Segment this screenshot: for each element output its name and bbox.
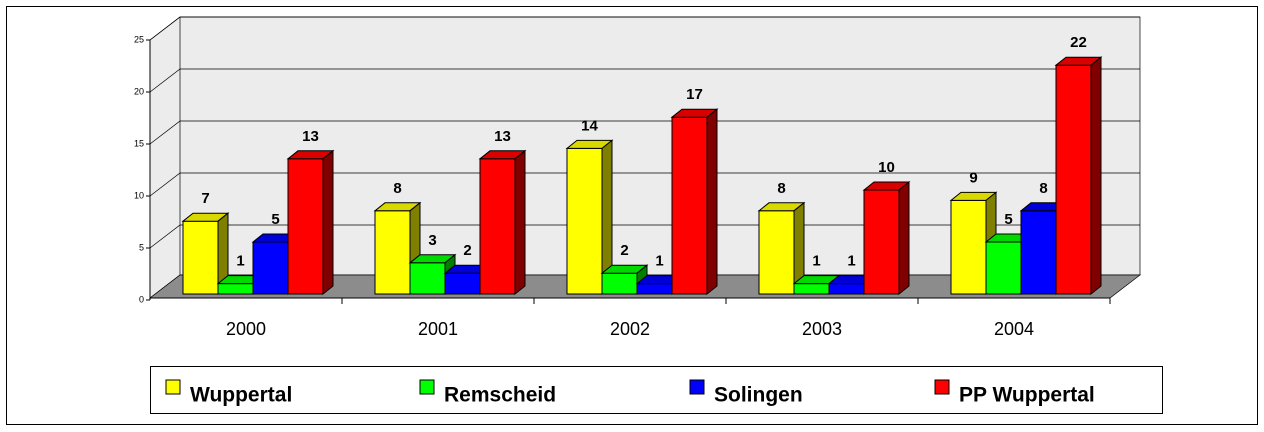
data-label: 1 bbox=[236, 253, 244, 270]
data-label: 17 bbox=[686, 86, 703, 103]
legend-swatch bbox=[689, 379, 705, 395]
bar bbox=[985, 241, 1022, 295]
bar bbox=[636, 283, 673, 295]
bar bbox=[409, 262, 446, 295]
y-tick-label: 0 bbox=[139, 294, 144, 304]
legend-swatch bbox=[934, 379, 950, 395]
bar-side bbox=[322, 149, 334, 296]
bar bbox=[287, 158, 324, 295]
y-tick-label: 15 bbox=[134, 138, 144, 148]
data-label: 9 bbox=[969, 169, 977, 186]
bar bbox=[479, 158, 516, 295]
bar bbox=[444, 272, 481, 295]
bar-side bbox=[898, 180, 910, 296]
bar-side bbox=[706, 108, 718, 296]
y-tick-label: 10 bbox=[134, 190, 144, 200]
data-label: 22 bbox=[1070, 34, 1087, 51]
bar bbox=[374, 210, 411, 295]
data-label: 10 bbox=[878, 159, 895, 176]
data-label: 13 bbox=[494, 128, 511, 145]
x-tick-label: 2000 bbox=[226, 319, 266, 339]
bar bbox=[758, 210, 795, 295]
bar bbox=[252, 241, 289, 295]
bar bbox=[863, 189, 900, 295]
grid-line bbox=[149, 120, 1140, 145]
y-tick-label: 20 bbox=[134, 86, 144, 96]
legend-label: Remscheid bbox=[444, 384, 556, 407]
bar bbox=[217, 283, 254, 295]
data-label: 7 bbox=[201, 190, 209, 207]
x-tick-label: 2002 bbox=[610, 319, 650, 339]
legend-swatch bbox=[165, 379, 181, 395]
x-tick-label: 2004 bbox=[994, 319, 1034, 339]
grid-line bbox=[149, 172, 1140, 197]
data-label: 1 bbox=[655, 253, 663, 270]
bar-side bbox=[1090, 56, 1102, 296]
legend bbox=[150, 366, 1163, 414]
data-label: 5 bbox=[1004, 211, 1012, 228]
bar bbox=[828, 283, 865, 295]
grid-line bbox=[149, 16, 1140, 41]
data-label: 8 bbox=[777, 180, 785, 197]
x-tick-label: 2003 bbox=[802, 319, 842, 339]
data-label: 2 bbox=[463, 242, 471, 259]
data-label: 1 bbox=[812, 253, 820, 270]
grid-line bbox=[149, 224, 1140, 249]
bar-side bbox=[514, 149, 526, 296]
y-tick-label: 5 bbox=[139, 242, 144, 252]
legend-label: PP Wuppertal bbox=[959, 384, 1095, 407]
data-label: 3 bbox=[428, 232, 436, 249]
data-label: 1 bbox=[847, 253, 855, 270]
bar bbox=[1055, 64, 1092, 295]
bar bbox=[950, 199, 987, 295]
y-tick-label: 25 bbox=[134, 34, 144, 44]
bar bbox=[793, 283, 830, 295]
bar bbox=[566, 147, 603, 295]
grid-line bbox=[149, 68, 1140, 93]
bar bbox=[1020, 210, 1057, 295]
x-tick-label: 2001 bbox=[418, 319, 458, 339]
data-label: 8 bbox=[393, 180, 401, 197]
data-label: 5 bbox=[271, 211, 279, 228]
data-label: 14 bbox=[581, 117, 598, 134]
legend-swatch bbox=[419, 379, 435, 395]
legend-label: Wuppertal bbox=[190, 384, 292, 407]
legend-label: Solingen bbox=[714, 384, 803, 407]
bar bbox=[182, 220, 219, 295]
bar bbox=[601, 272, 638, 295]
bar bbox=[671, 116, 708, 295]
data-label: 2 bbox=[620, 242, 628, 259]
data-label: 8 bbox=[1039, 180, 1047, 197]
data-label: 13 bbox=[302, 128, 319, 145]
